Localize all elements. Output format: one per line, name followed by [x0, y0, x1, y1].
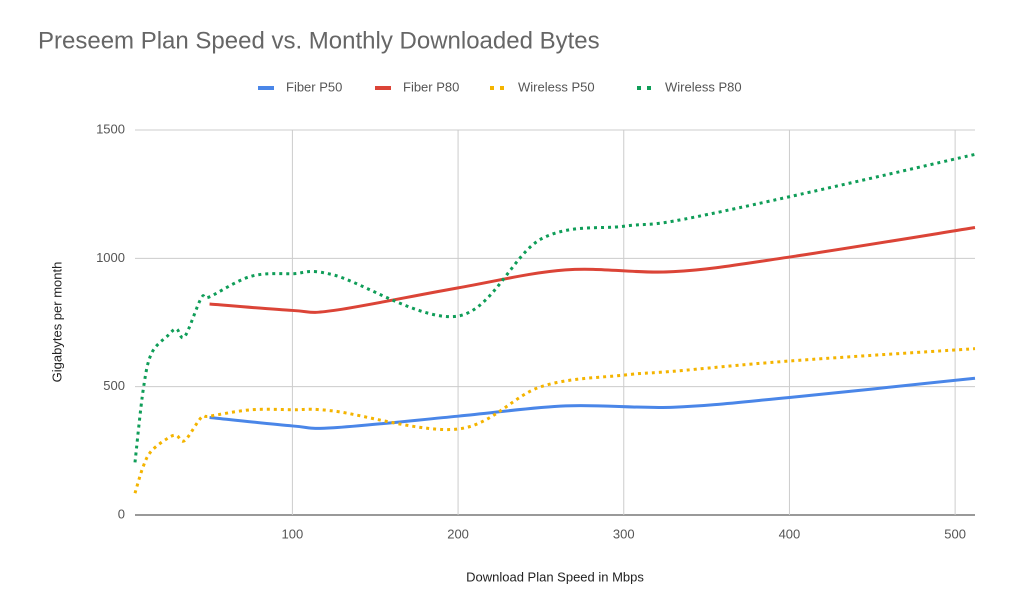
y-axis-label: Gigabytes per month	[49, 262, 64, 383]
x-tick-label: 500	[944, 526, 966, 541]
y-tick-label: 500	[103, 378, 125, 393]
x-tick-label: 300	[613, 526, 635, 541]
legend-label: Wireless P80	[665, 79, 742, 94]
x-axis-label: Download Plan Speed in Mbps	[466, 569, 644, 584]
data-line	[133, 347, 976, 494]
y-tick-label: 0	[118, 506, 125, 521]
x-tick-label: 100	[282, 526, 304, 541]
y-tick-label: 1500	[96, 121, 125, 136]
data-line	[209, 226, 976, 314]
legend-label: Wireless P50	[518, 79, 595, 94]
legend-label: Fiber P50	[286, 79, 342, 94]
data-line	[133, 152, 976, 463]
x-tick-label: 400	[779, 526, 801, 541]
y-tick-label: 1000	[96, 250, 125, 265]
legend-label: Fiber P80	[403, 79, 459, 94]
data-line	[209, 376, 976, 430]
chart-title: Preseem Plan Speed vs. Monthly Downloade…	[38, 27, 600, 54]
x-tick-label: 200	[447, 526, 469, 541]
